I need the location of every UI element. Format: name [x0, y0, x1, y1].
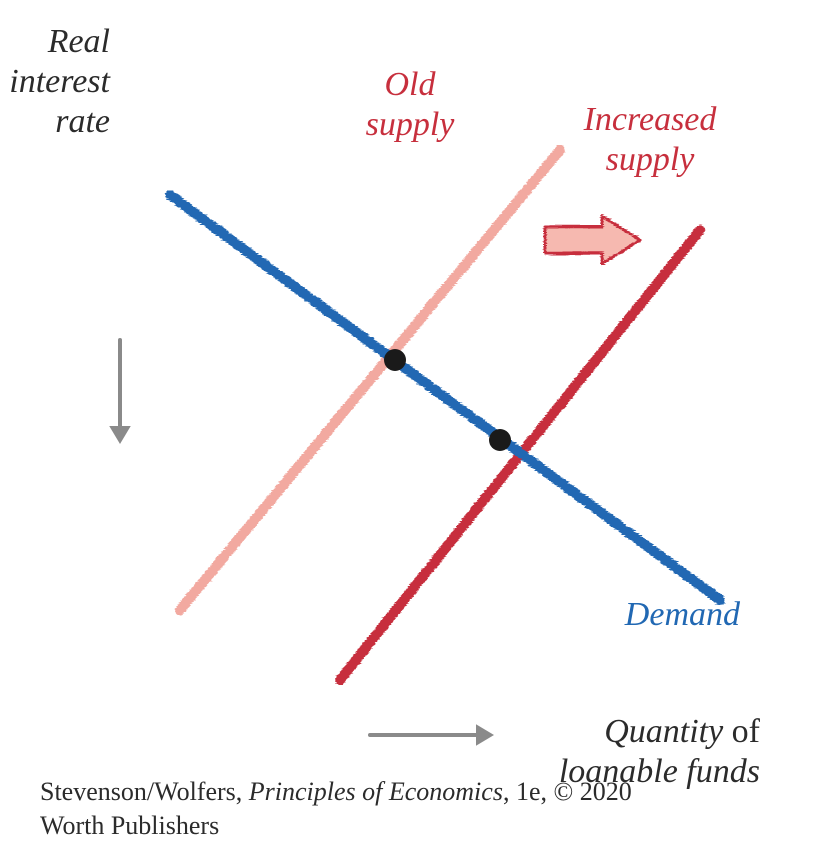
old-equilibrium-point: [384, 349, 406, 371]
svg-text:Old: Old: [385, 66, 437, 103]
svg-text:interest: interest: [9, 63, 111, 100]
new-equilibrium-point: [489, 429, 511, 451]
svg-text:supply: supply: [366, 106, 456, 143]
svg-text:Real: Real: [47, 23, 110, 60]
credit-line-2: Worth Publishers: [40, 811, 219, 840]
credit-line-1: Stevenson/Wolfers, Principles of Economi…: [40, 777, 632, 806]
svg-text:rate: rate: [55, 103, 110, 140]
svg-text:Quantity of: Quantity of: [604, 713, 760, 750]
svg-text:supply: supply: [606, 141, 696, 178]
demand-label: Demand: [624, 596, 741, 633]
svg-text:Increased: Increased: [583, 101, 718, 138]
